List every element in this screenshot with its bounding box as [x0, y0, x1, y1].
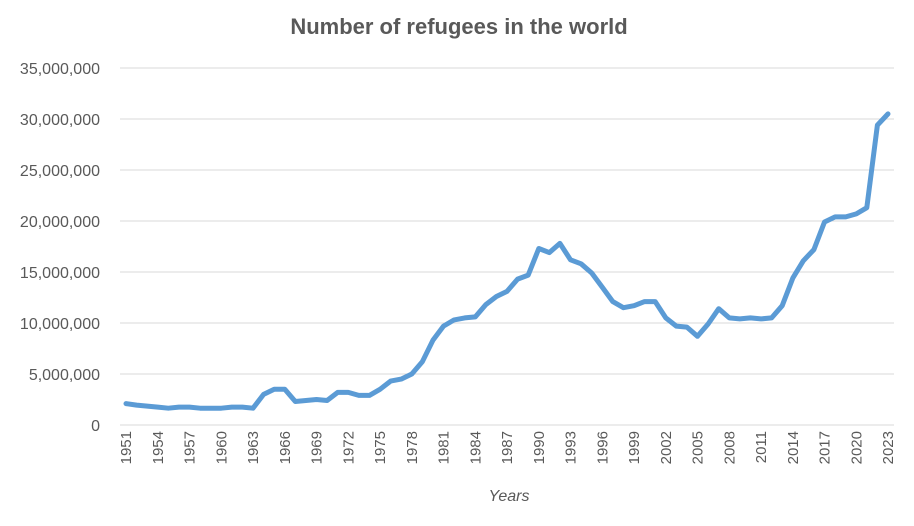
x-tick-label: 1978 [404, 431, 421, 464]
x-tick-label: 1975 [372, 431, 389, 464]
x-axis-label: Years [489, 488, 530, 505]
x-tick-label: 1972 [340, 431, 357, 464]
x-tick-label: 1999 [626, 431, 643, 464]
y-axis-tick-labels: 0 5,000,000 10,000,000 15,000,000 20,000,000… [20, 61, 100, 435]
x-tick-label: 1993 [563, 431, 580, 464]
x-tick-label: 1960 [213, 431, 230, 464]
y-tick-label: 5,000,000 [29, 367, 100, 384]
y-tick-label: 30,000,000 [20, 112, 100, 129]
x-axis-tick-labels: 1951 1954 1957 1960 1963 1966 1969 1972 1975 1978… [118, 431, 897, 464]
x-tick-label: 2002 [658, 431, 675, 464]
series-group [123, 111, 891, 411]
y-tick-label: 15,000,000 [20, 265, 100, 282]
x-tick-label: 1990 [531, 431, 548, 464]
y-tick-label: 35,000,000 [20, 61, 100, 78]
x-tick-label: 1951 [118, 431, 135, 464]
x-tick-label: 1981 [436, 431, 453, 464]
x-tick-label: 1996 [594, 431, 611, 464]
x-tick-label: 1957 [182, 431, 199, 464]
x-tick-label: 2020 [848, 431, 865, 464]
x-tick-label: 1984 [467, 431, 484, 464]
gridlines [120, 67, 894, 426]
x-tick-label: 1987 [499, 431, 516, 464]
y-tick-label: 20,000,000 [20, 214, 100, 231]
x-tick-label: 1963 [245, 431, 262, 464]
x-tick-label: 2011 [753, 431, 770, 463]
chart-title: Number of refugees in the world [290, 14, 627, 39]
x-tick-label: 2008 [721, 431, 738, 464]
y-tick-label: 25,000,000 [20, 163, 100, 180]
x-tick-label: 1966 [277, 431, 294, 464]
y-tick-label: 10,000,000 [20, 316, 100, 333]
x-tick-label: 2023 [880, 431, 897, 464]
x-tick-label: 2017 [817, 431, 834, 464]
x-tick-label: 1969 [309, 431, 326, 464]
series-line [123, 111, 891, 411]
x-tick-label: 2005 [690, 431, 707, 464]
x-tick-label: 2014 [785, 431, 802, 464]
x-tick-label: 1954 [150, 431, 167, 464]
y-tick-label: 0 [91, 418, 100, 435]
